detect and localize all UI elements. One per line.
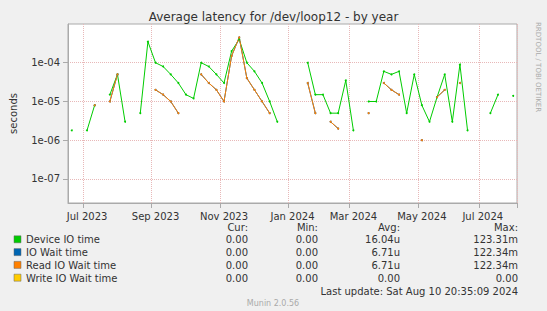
svg-text:0.00: 0.00 bbox=[496, 273, 518, 284]
svg-text:123.31m: 123.31m bbox=[473, 234, 518, 245]
svg-text:Jul 2023: Jul 2023 bbox=[66, 211, 108, 222]
svg-text:6.71u: 6.71u bbox=[371, 247, 400, 258]
svg-text:0.00: 0.00 bbox=[296, 260, 318, 271]
svg-text:1e-04: 1e-04 bbox=[31, 57, 60, 68]
svg-text:Read IO Wait time: Read IO Wait time bbox=[26, 260, 116, 271]
svg-text:RRDTOOL / TOBI OETIKER: RRDTOOL / TOBI OETIKER bbox=[534, 22, 542, 112]
svg-text:0.00: 0.00 bbox=[226, 234, 248, 245]
svg-text:1e-07: 1e-07 bbox=[31, 173, 60, 184]
svg-text:Min:: Min: bbox=[297, 222, 318, 233]
svg-text:6.71u: 6.71u bbox=[371, 260, 400, 271]
svg-text:Max:: Max: bbox=[494, 222, 518, 233]
svg-text:May 2024: May 2024 bbox=[397, 211, 446, 222]
svg-text:Avg:: Avg: bbox=[378, 222, 400, 233]
svg-text:Cur:: Cur: bbox=[227, 222, 248, 233]
svg-text:Mar 2024: Mar 2024 bbox=[330, 211, 378, 222]
svg-text:0.00: 0.00 bbox=[226, 247, 248, 258]
svg-text:Jan 2024: Jan 2024 bbox=[269, 211, 314, 222]
svg-text:0.00: 0.00 bbox=[296, 234, 318, 245]
svg-text:16.04u: 16.04u bbox=[365, 234, 400, 245]
svg-text:IO Wait time: IO Wait time bbox=[26, 247, 88, 258]
svg-text:0.00: 0.00 bbox=[378, 273, 400, 284]
svg-text:Sep 2023: Sep 2023 bbox=[132, 211, 179, 222]
svg-text:122.34m: 122.34m bbox=[473, 247, 518, 258]
svg-text:Munin 2.0.56: Munin 2.0.56 bbox=[247, 299, 299, 308]
svg-text:Jul 2024: Jul 2024 bbox=[461, 211, 503, 222]
svg-text:1e-06: 1e-06 bbox=[31, 135, 60, 146]
svg-text:Write IO Wait time: Write IO Wait time bbox=[26, 273, 117, 284]
svg-text:0.00: 0.00 bbox=[226, 273, 248, 284]
svg-text:seconds: seconds bbox=[8, 93, 19, 134]
svg-text:0.00: 0.00 bbox=[296, 273, 318, 284]
svg-text:0.00: 0.00 bbox=[226, 260, 248, 271]
svg-text:1e-05: 1e-05 bbox=[31, 96, 60, 107]
svg-text:Nov 2023: Nov 2023 bbox=[200, 211, 248, 222]
svg-text:0.00: 0.00 bbox=[296, 247, 318, 258]
svg-text:Last update: Sat Aug 10 20:35:: Last update: Sat Aug 10 20:35:09 2024 bbox=[320, 286, 518, 297]
svg-text:122.34m: 122.34m bbox=[473, 260, 518, 271]
svg-text:Device IO time: Device IO time bbox=[26, 234, 100, 245]
svg-text:Average latency for /dev/loop1: Average latency for /dev/loop12 - by yea… bbox=[149, 10, 399, 24]
